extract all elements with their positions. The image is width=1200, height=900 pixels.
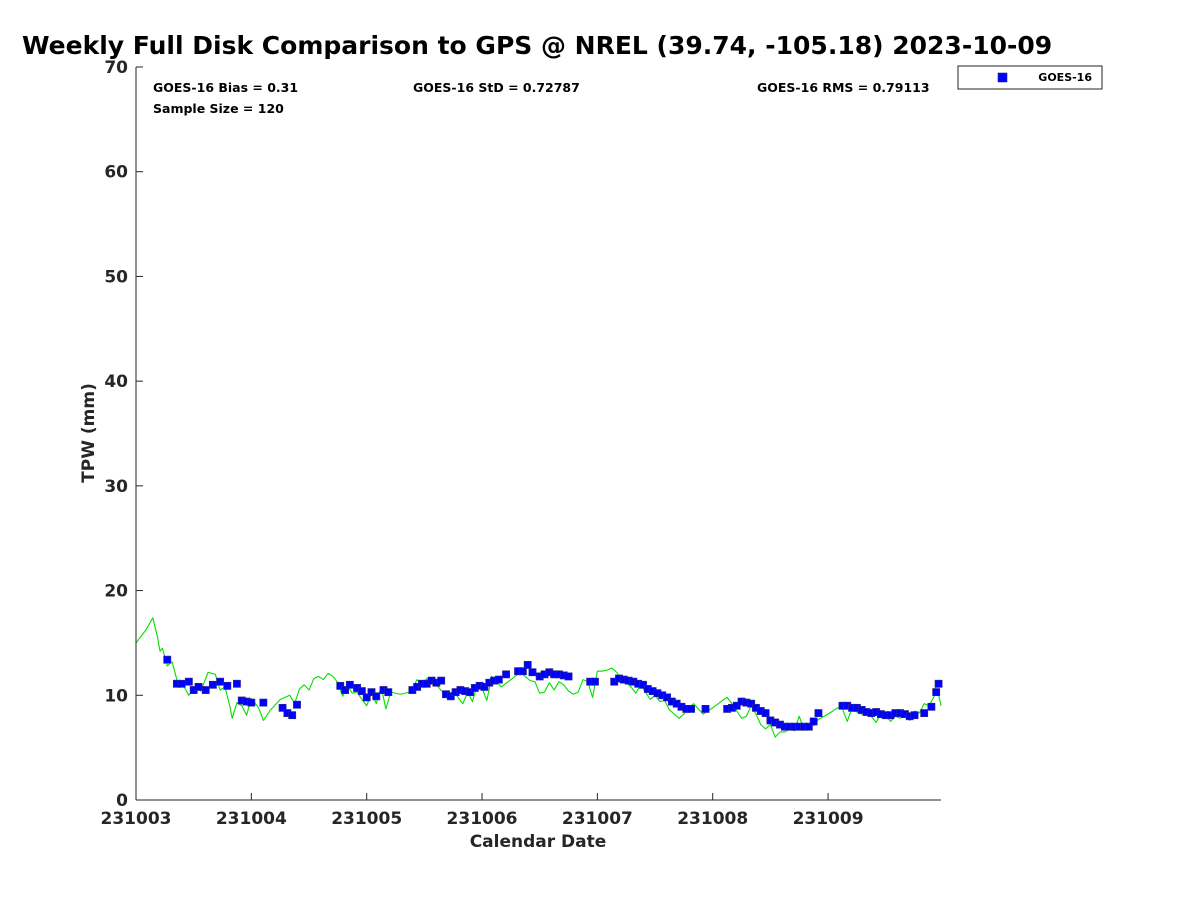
statistics-annotations: GOES-16 Bias = 0.31 Sample Size = 120 GO… xyxy=(153,80,930,116)
goes-16-data-point xyxy=(663,693,671,702)
y-tick-label: 40 xyxy=(104,372,128,392)
goes-16-data-point xyxy=(184,677,193,686)
goes-16-data-point xyxy=(341,686,349,694)
goes-16-data-point xyxy=(494,675,503,684)
y-tick-label: 0 xyxy=(116,791,128,811)
goes-16-data-point xyxy=(163,655,172,664)
x-tick-label: 231009 xyxy=(793,809,864,829)
goes-16-data-point xyxy=(910,711,919,720)
x-tick-label: 231004 xyxy=(216,809,287,829)
goes-16-data-point xyxy=(384,688,393,697)
goes-16-data-point xyxy=(591,677,599,686)
goes-16-data-point xyxy=(502,670,510,679)
goes-16-data-point xyxy=(357,687,366,695)
std-stat: GOES-16 StD = 0.72787 xyxy=(413,80,580,95)
goes-16-data-point xyxy=(223,681,232,690)
goes-16-data-point xyxy=(194,683,203,691)
x-axis-ticks: 231003 231004 231005 231006 231007 231008 2310… xyxy=(101,793,864,829)
y-tick-label: 30 xyxy=(104,477,128,497)
goes-16-data-point xyxy=(336,681,345,690)
goes-16-data-point xyxy=(466,688,474,697)
y-tick-label: 60 xyxy=(104,163,128,183)
goes-16-data-point xyxy=(259,698,268,707)
goes-16-data-point xyxy=(747,699,756,708)
plot-area xyxy=(135,617,943,738)
goes-16-data-point xyxy=(564,672,573,681)
y-axis-label: TPW (mm) xyxy=(79,383,99,483)
axes: 0 10 20 30 40 50 60 70 231003 231004 231005 231006… xyxy=(101,58,941,829)
goes-16-data-point xyxy=(293,700,301,709)
goes-16-data-point xyxy=(687,704,695,713)
goes-16-data-point xyxy=(920,709,929,717)
goes-16-data-point xyxy=(932,688,941,697)
x-tick-label: 231007 xyxy=(562,809,633,829)
legend-label-goes-16: GOES-16 xyxy=(1038,71,1092,84)
y-axis-ticks: 0 10 20 30 40 50 60 70 xyxy=(104,58,143,811)
goes-16-data-point xyxy=(639,680,647,689)
goes-16-data-point xyxy=(927,702,936,711)
goes-16-data-point xyxy=(362,693,371,702)
goes-16-data-point xyxy=(372,692,381,701)
x-axis-label: Calendar Date xyxy=(470,832,607,852)
goes-16-data-point xyxy=(177,679,186,688)
bias-stat: GOES-16 Bias = 0.31 xyxy=(153,80,298,95)
goes-16-data-point xyxy=(345,680,354,689)
goes-16-data-point xyxy=(480,683,489,691)
goes-16-data-point xyxy=(701,704,710,713)
goes-16-data-point xyxy=(934,679,943,688)
goes-16-data-point xyxy=(233,679,241,688)
chart-title: Weekly Full Disk Comparison to GPS @ NRE… xyxy=(22,31,1052,60)
rms-stat: GOES-16 RMS = 0.79113 xyxy=(757,80,930,95)
legend: GOES-16 xyxy=(957,65,1103,90)
y-tick-label: 10 xyxy=(104,686,128,706)
goes-16-data-point xyxy=(247,698,256,707)
legend-square-marker-icon xyxy=(997,72,1008,83)
goes-16-data-point xyxy=(446,692,455,701)
goes-16-data-point xyxy=(732,701,741,710)
goes-16-data-point xyxy=(814,709,823,717)
goes-16-data-point xyxy=(761,709,770,717)
y-tick-label: 50 xyxy=(104,267,128,287)
x-tick-label: 231005 xyxy=(331,809,402,829)
x-tick-label: 231003 xyxy=(101,809,172,829)
goes-16-data-point xyxy=(804,722,813,731)
goes-16-series xyxy=(163,655,943,731)
x-tick-label: 231006 xyxy=(447,809,518,829)
goes-16-data-point xyxy=(518,667,527,676)
goes-16-data-point xyxy=(201,686,210,694)
goes-16-data-point xyxy=(523,661,532,669)
y-tick-label: 70 xyxy=(104,58,128,78)
sample-size-stat: Sample Size = 120 xyxy=(153,101,284,116)
goes-16-data-point xyxy=(437,676,446,685)
y-tick-label: 20 xyxy=(104,582,128,602)
legend-box xyxy=(957,65,1103,90)
goes-16-data-point xyxy=(809,717,818,726)
goes-16-data-point xyxy=(209,680,217,689)
goes-16-data-point xyxy=(216,677,224,686)
x-tick-label: 231008 xyxy=(677,809,748,829)
goes-16-data-point xyxy=(288,711,297,720)
goes-16-data-point xyxy=(367,688,376,697)
goes-16-data-point xyxy=(528,668,537,677)
goes-16-data-point xyxy=(278,703,287,712)
